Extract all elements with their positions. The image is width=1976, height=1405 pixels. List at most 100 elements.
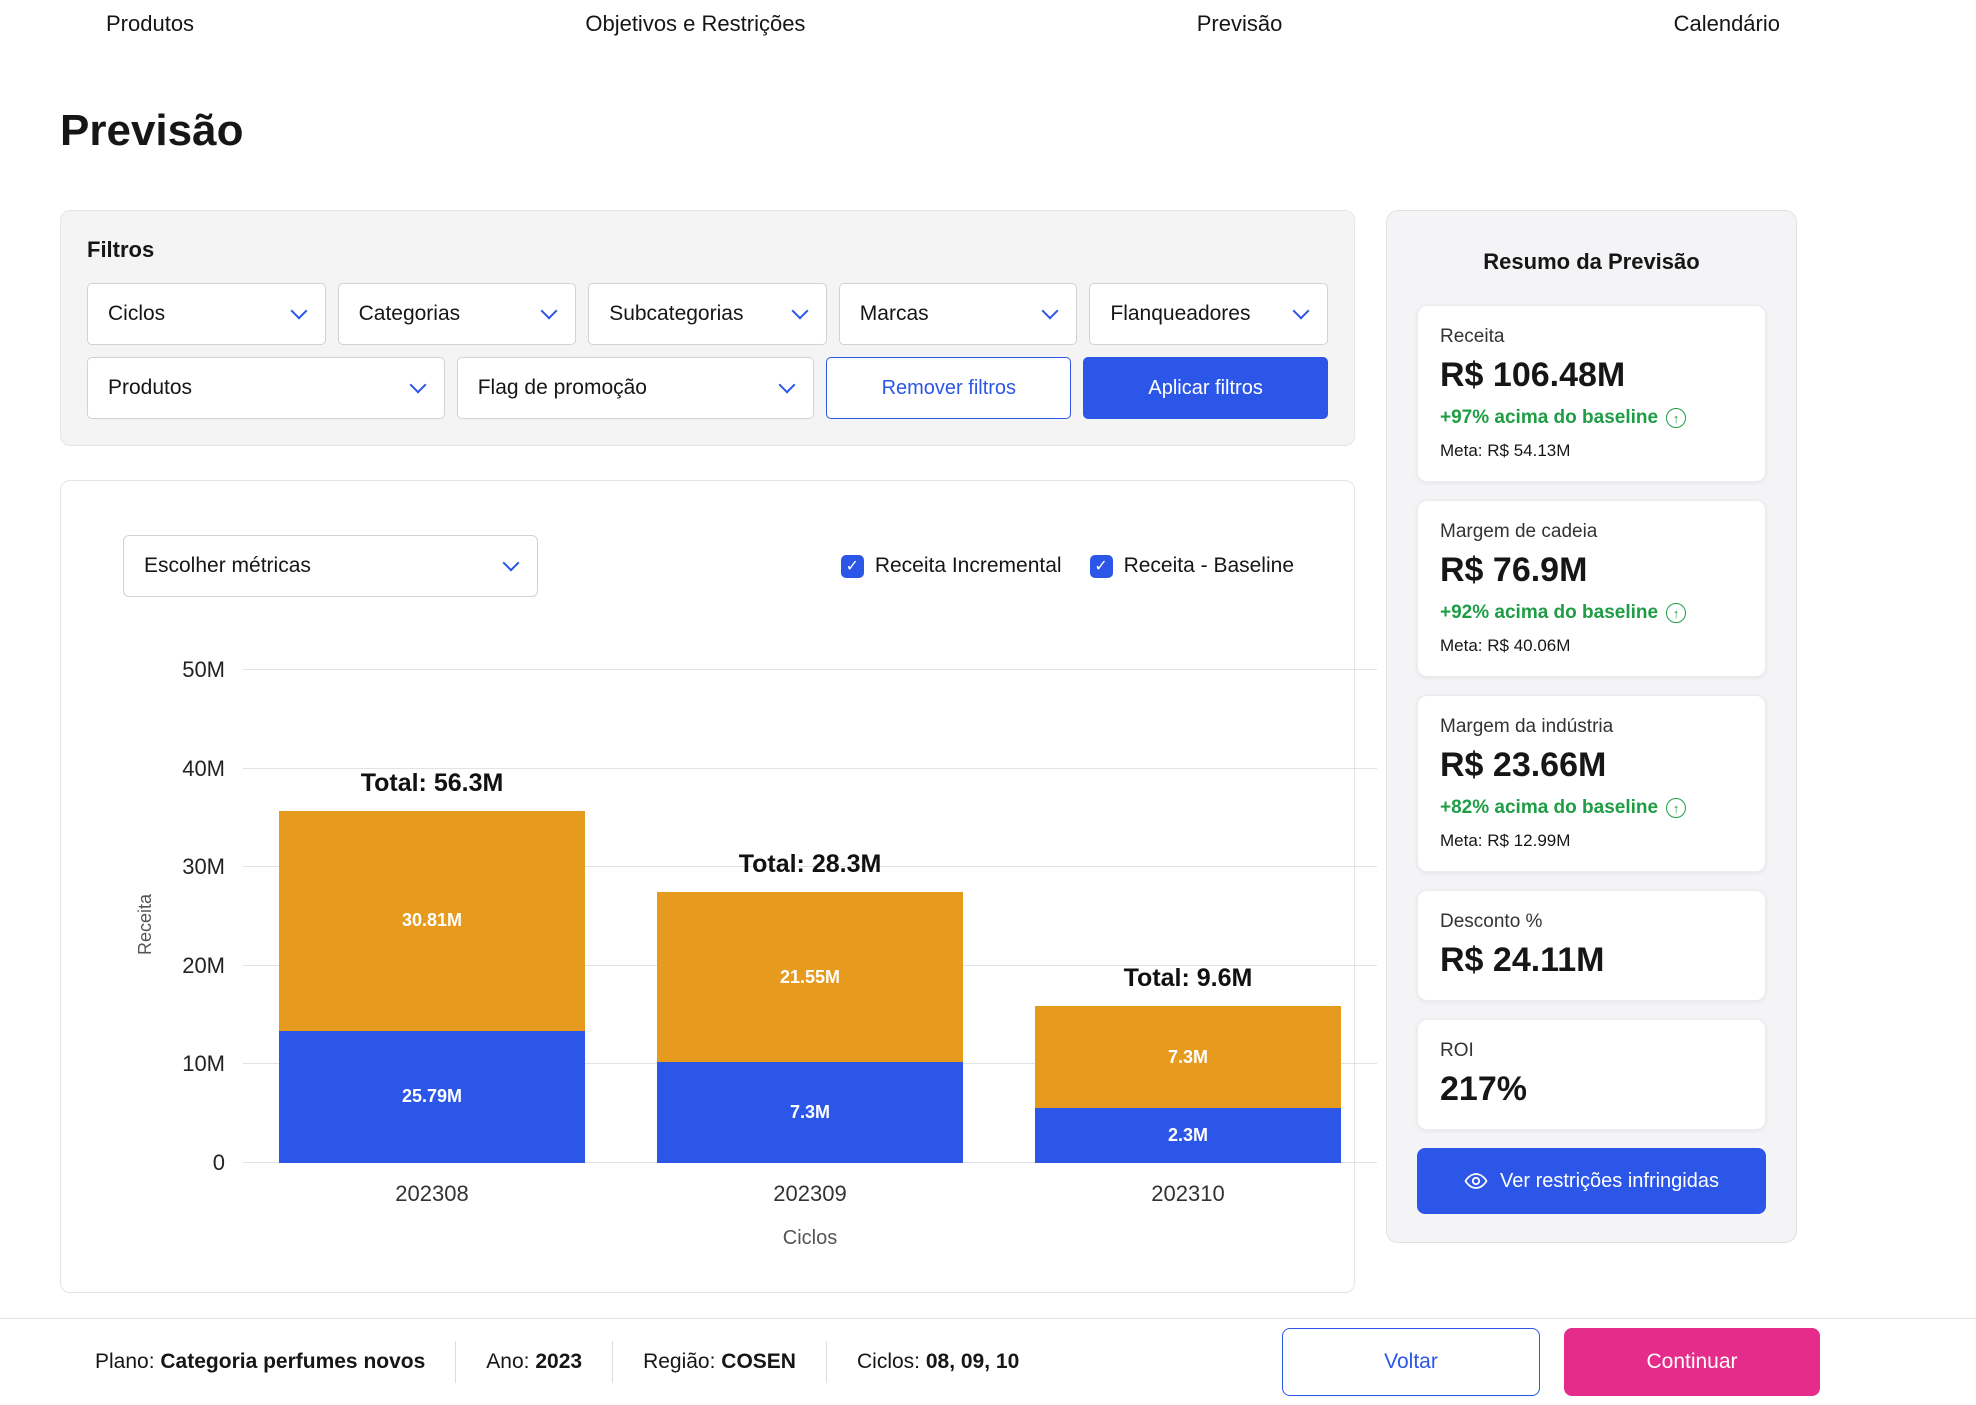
filter-dropdown-flanqueadores[interactable]: Flanqueadores <box>1089 283 1328 345</box>
metric-delta: +82% acima do baseline <box>1440 797 1659 818</box>
chevron-down-icon <box>290 302 308 320</box>
metric-meta: Meta: R$ 40.06M <box>1440 636 1571 655</box>
footer-regiao: Região: COSEN <box>643 1350 796 1373</box>
arrow-up-circle-icon <box>1666 798 1687 818</box>
metric-delta: +97% acima do baseline <box>1440 407 1659 428</box>
dropdown-label: Subcategorias <box>609 302 744 325</box>
dropdown-label: Categorias <box>358 302 461 325</box>
metric-value: R$ 23.66M <box>1440 746 1607 784</box>
stacked-bar: 30.81M 25.79M Total: 56.3M <box>279 769 585 1163</box>
x-tick-label: 202309 <box>773 1181 847 1206</box>
summary-card-receita: Receita R$ 106.48M +97% acima do baselin… <box>1417 305 1766 482</box>
bar-segment: 7.3M <box>1035 1006 1341 1108</box>
eye-icon <box>1464 1173 1488 1189</box>
dropdown-label: Marcas <box>859 302 929 325</box>
bar-column-202310: 7.3M 2.3M Total: 9.6M <box>999 670 1377 1163</box>
back-button[interactable]: Voltar <box>1282 1328 1540 1396</box>
metrics-select[interactable]: Escolher métricas <box>123 535 538 597</box>
chart-plot: 0 10M 20M 30M 40M 50M 30.81M 25.79M Total: 56.3M… <box>182 657 1377 1175</box>
dropdown-label: Ciclos <box>108 302 166 325</box>
metrics-select-label: Escolher métricas <box>144 554 311 577</box>
stacked-bar: 21.55M 7.3M Total: 28.3M <box>657 850 963 1163</box>
legend-item-receita-baseline[interactable]: Receita - Baseline <box>1089 554 1294 578</box>
nav-item-previsao[interactable]: Previsão <box>1196 11 1283 36</box>
filter-dropdown-subcategorias[interactable]: Subcategorias <box>588 283 827 345</box>
chevron-down-icon <box>1292 302 1310 320</box>
x-axis-ticks: 202308 202309 202310 <box>243 1181 1377 1207</box>
checkbox-receita-incremental[interactable] <box>840 554 864 578</box>
dropdown-label: Produtos <box>108 376 193 399</box>
bar-segment: 30.81M <box>279 811 585 1031</box>
nav-item-calendario[interactable]: Calendário <box>1673 11 1780 36</box>
filters-title: Filtros <box>87 237 155 262</box>
checkbox-receita-baseline[interactable] <box>1089 554 1113 578</box>
metric-label: Margem da indústria <box>1440 716 1614 737</box>
metric-label: ROI <box>1440 1040 1474 1061</box>
bar-segment-label: 2.3M <box>1167 1124 1209 1145</box>
arrow-up-circle-icon <box>1666 603 1687 623</box>
chevron-down-icon <box>778 376 796 394</box>
bar-segment-label: 25.79M <box>401 1086 463 1107</box>
footer-plano: Plano: Categoria perfumes novos <box>95 1350 426 1373</box>
bar-segment-label: 7.3M <box>789 1102 831 1123</box>
button-label: Ver restrições infringidas <box>1500 1169 1719 1192</box>
chevron-down-icon <box>1041 302 1059 320</box>
stacked-bar-chart: Receita 0 10M 20M 30M 40M 50M 30.81M 25.79M Tota… <box>123 657 1377 1250</box>
remove-filters-button[interactable]: Remover filtros <box>826 357 1072 419</box>
metric-value: 217% <box>1440 1070 1527 1108</box>
x-axis-label: Ciclos <box>782 1227 838 1249</box>
gridline <box>243 767 1377 769</box>
gridline <box>243 669 1377 670</box>
x-tick-label: 202308 <box>395 1181 469 1206</box>
filters-panel: Filtros Ciclos Categorias Subcategorias … <box>60 210 1355 446</box>
y-tick-label: 50M <box>182 657 225 682</box>
top-nav: Produtos Objetivos e Restrições Previsão… <box>0 0 1976 50</box>
filter-dropdown-categorias[interactable]: Categorias <box>337 283 577 345</box>
chart-legend: Receita Incremental Receita - Baseline <box>840 554 1294 578</box>
metric-label: Desconto % <box>1440 911 1543 932</box>
filter-dropdown-produtos[interactable]: Produtos <box>87 357 445 419</box>
metric-label: Margem de cadeia <box>1440 521 1598 542</box>
filter-dropdown-flag-promocao[interactable]: Flag de promoção <box>456 357 815 419</box>
bar-segment: 7.3M <box>657 1062 963 1163</box>
chevron-down-icon <box>409 376 427 394</box>
bar-segment: 21.55M <box>657 891 963 1063</box>
bar-column-202308: 30.81M 25.79M Total: 56.3M <box>243 670 621 1163</box>
metric-value: R$ 24.11M <box>1440 941 1605 979</box>
filter-dropdown-marcas[interactable]: Marcas <box>838 283 1078 345</box>
legend-item-receita-incremental[interactable]: Receita Incremental <box>840 554 1062 578</box>
divider <box>612 1341 614 1383</box>
metric-value: R$ 106.48M <box>1440 356 1626 394</box>
bar-column-202309: 21.55M 7.3M Total: 28.3M <box>621 670 999 1163</box>
nav-item-objetivos-restricoes[interactable]: Objetivos e Restrições <box>585 11 806 36</box>
y-tick-label: 20M <box>182 952 225 978</box>
page-title: Previsão <box>60 106 244 155</box>
gridline <box>243 866 1377 868</box>
chart-card: Escolher métricas Receita Incremental Re… <box>60 480 1377 1293</box>
bar-segment-label: 7.3M <box>1167 1046 1209 1067</box>
apply-filters-button[interactable]: Aplicar filtros <box>1083 357 1328 419</box>
chevron-down-icon <box>502 554 520 572</box>
x-tick-label: 202310 <box>1151 1181 1225 1206</box>
summary-card-margem-cadeia: Margem de cadeia R$ 76.9M +92% acima do … <box>1417 500 1766 677</box>
continue-button[interactable]: Continuar <box>1564 1328 1820 1396</box>
summary-card-margem-industria: Margem da indústria R$ 23.66M +82% acima… <box>1417 695 1766 872</box>
y-tick-label: 30M <box>182 854 225 880</box>
footer-bar: Plano: Categoria perfumes novos Ano: 202… <box>0 1318 1976 1405</box>
bar-total-label: Total: 9.6M <box>1123 964 1253 993</box>
filter-dropdown-ciclos[interactable]: Ciclos <box>87 283 326 345</box>
stacked-bar: 7.3M 2.3M Total: 9.6M <box>1035 964 1341 1163</box>
divider <box>455 1341 457 1383</box>
dropdown-label: Flag de promoção <box>477 376 647 399</box>
view-violated-restrictions-button[interactable]: Ver restrições infringidas <box>1417 1148 1766 1214</box>
metric-value: R$ 76.9M <box>1440 551 1588 589</box>
y-tick-label: 10M <box>182 1051 225 1077</box>
chevron-down-icon <box>791 302 809 320</box>
bar-segment-label: 30.81M <box>401 910 463 931</box>
nav-item-produtos[interactable]: Produtos <box>106 11 195 36</box>
metric-meta: Meta: R$ 54.13M <box>1440 441 1571 460</box>
bar-segment: 25.79M <box>279 1030 585 1163</box>
y-tick-label: 0 <box>212 1150 225 1175</box>
footer-ciclos: Ciclos: 08, 09, 10 <box>856 1350 1020 1373</box>
dropdown-label: Flanqueadores <box>1110 302 1251 325</box>
